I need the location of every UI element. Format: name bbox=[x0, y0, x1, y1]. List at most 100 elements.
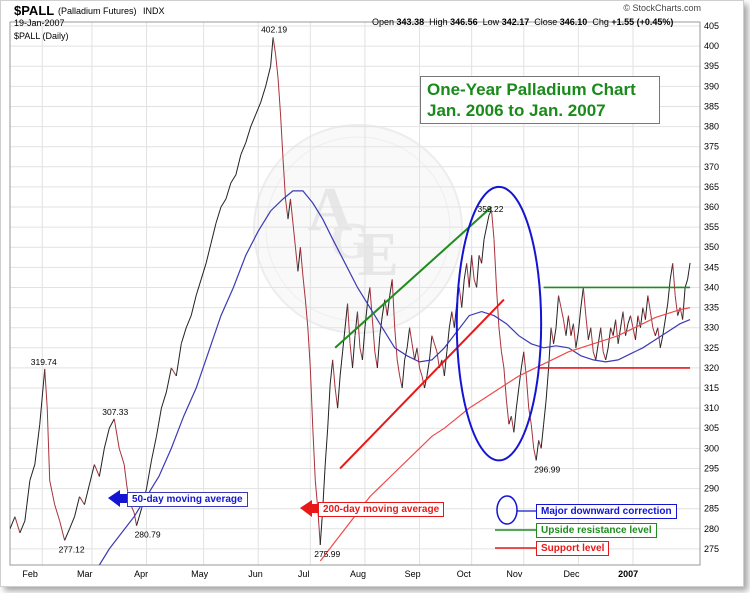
y-tick-label: 315 bbox=[704, 383, 719, 393]
price-segment bbox=[615, 319, 619, 344]
price-segment bbox=[466, 263, 470, 288]
price-segment bbox=[672, 263, 676, 296]
y-tick-label: 385 bbox=[704, 101, 719, 111]
price-segment bbox=[575, 331, 579, 348]
x-tick-label: May bbox=[191, 569, 209, 579]
price-segment bbox=[669, 263, 674, 280]
chart-date: 19-Jan-2007 bbox=[14, 18, 65, 28]
correction-ellipse bbox=[455, 185, 543, 462]
x-tick-label: Jun bbox=[248, 569, 263, 579]
x-tick-label: Jul bbox=[298, 569, 310, 579]
price-segment bbox=[250, 114, 257, 127]
price-segment bbox=[334, 387, 339, 409]
price-segment bbox=[195, 279, 202, 296]
price-segment bbox=[431, 335, 435, 344]
price-segment bbox=[304, 299, 309, 328]
x-tick-label: Sep bbox=[405, 569, 421, 579]
y-tick-label: 340 bbox=[704, 282, 719, 292]
y-tick-label: 355 bbox=[704, 222, 719, 232]
price-segment bbox=[399, 375, 403, 389]
y-tick-label: 320 bbox=[704, 363, 719, 373]
price-segment bbox=[155, 408, 162, 437]
chart-subtitle: Jan. 2006 to Jan. 2007 bbox=[427, 101, 606, 120]
price-segment bbox=[64, 528, 71, 541]
price-segment bbox=[481, 239, 485, 264]
svg-text:E: E bbox=[357, 221, 398, 289]
price-segment bbox=[612, 319, 617, 336]
price-segment bbox=[518, 367, 522, 389]
price-segment bbox=[560, 307, 564, 320]
price-segment bbox=[366, 287, 371, 304]
price-segment bbox=[282, 158, 287, 200]
price-segment bbox=[545, 367, 550, 401]
price-segment bbox=[448, 311, 453, 328]
price-segment bbox=[280, 114, 284, 159]
price-segment bbox=[150, 436, 157, 461]
price-segment bbox=[414, 347, 418, 360]
price-segment bbox=[165, 367, 172, 393]
price-segment bbox=[93, 464, 100, 477]
price-segment bbox=[401, 359, 406, 389]
y-tick-label: 290 bbox=[704, 484, 719, 494]
y-tick-label: 370 bbox=[704, 162, 719, 172]
price-segment bbox=[24, 480, 31, 521]
x-tick-label: 2007 bbox=[618, 569, 638, 579]
price-label: 275.99 bbox=[314, 549, 340, 559]
price-segment bbox=[220, 198, 227, 208]
price-segment bbox=[299, 247, 304, 276]
price-segment bbox=[69, 516, 75, 529]
y-tick-label: 350 bbox=[704, 242, 719, 252]
price-label: 402.19 bbox=[261, 24, 287, 34]
price-segment bbox=[409, 327, 413, 344]
price-segment bbox=[468, 255, 473, 288]
price-segment bbox=[265, 66, 272, 87]
price-segment bbox=[478, 255, 483, 264]
ohlc-readout: Open 343.38 High 346.56 Low 342.17 Close… bbox=[372, 17, 673, 27]
y-tick-label: 295 bbox=[704, 463, 719, 473]
y-tick-label: 405 bbox=[704, 21, 719, 31]
symbol: $PALL bbox=[14, 3, 54, 18]
price-segment bbox=[562, 319, 567, 336]
y-tick-label: 300 bbox=[704, 443, 719, 453]
price-segment bbox=[245, 126, 252, 143]
resistance-label: Upside resistance level bbox=[536, 523, 657, 538]
price-segment bbox=[14, 516, 21, 533]
x-tick-label: Oct bbox=[457, 569, 472, 579]
brand: © StockCharts.com bbox=[623, 3, 701, 13]
open-value: 343.38 bbox=[396, 17, 425, 27]
price-segment bbox=[592, 351, 597, 361]
ma200-line bbox=[319, 307, 691, 562]
y-tick-label: 305 bbox=[704, 423, 719, 433]
plot-border bbox=[9, 21, 701, 566]
price-segment bbox=[175, 343, 182, 377]
price-segment bbox=[391, 279, 396, 328]
price-segment bbox=[620, 311, 624, 328]
price-segment bbox=[627, 315, 631, 324]
exchange: INDX bbox=[143, 6, 165, 16]
price-label: 277.12 bbox=[59, 544, 85, 554]
y-tick-label: 400 bbox=[704, 41, 719, 51]
price-segment bbox=[508, 416, 512, 425]
price-segment bbox=[108, 418, 115, 429]
price-segment bbox=[687, 262, 691, 280]
price-segment bbox=[294, 247, 299, 272]
price-segment bbox=[607, 327, 612, 348]
price-segment bbox=[19, 520, 26, 534]
price-segment bbox=[54, 504, 61, 521]
price-segment bbox=[667, 279, 671, 304]
price-segment bbox=[510, 416, 515, 433]
price-segment bbox=[123, 464, 128, 485]
price-segment bbox=[329, 359, 334, 385]
price-segment bbox=[354, 311, 358, 336]
price-segment bbox=[10, 516, 16, 529]
price-segment bbox=[230, 174, 237, 184]
ma200-callout: 200-day moving average bbox=[318, 502, 445, 517]
price-labels: 319.74 277.12 307.33 280.79 402.19 275.99 359.… bbox=[31, 24, 561, 559]
red-uptrend-line bbox=[339, 298, 505, 470]
price-segment bbox=[642, 307, 646, 320]
price-segment bbox=[302, 275, 306, 300]
price-segment bbox=[558, 295, 562, 308]
x-tick-label: Dec bbox=[563, 569, 580, 579]
price-segment bbox=[39, 368, 46, 425]
price-segment bbox=[170, 367, 177, 377]
